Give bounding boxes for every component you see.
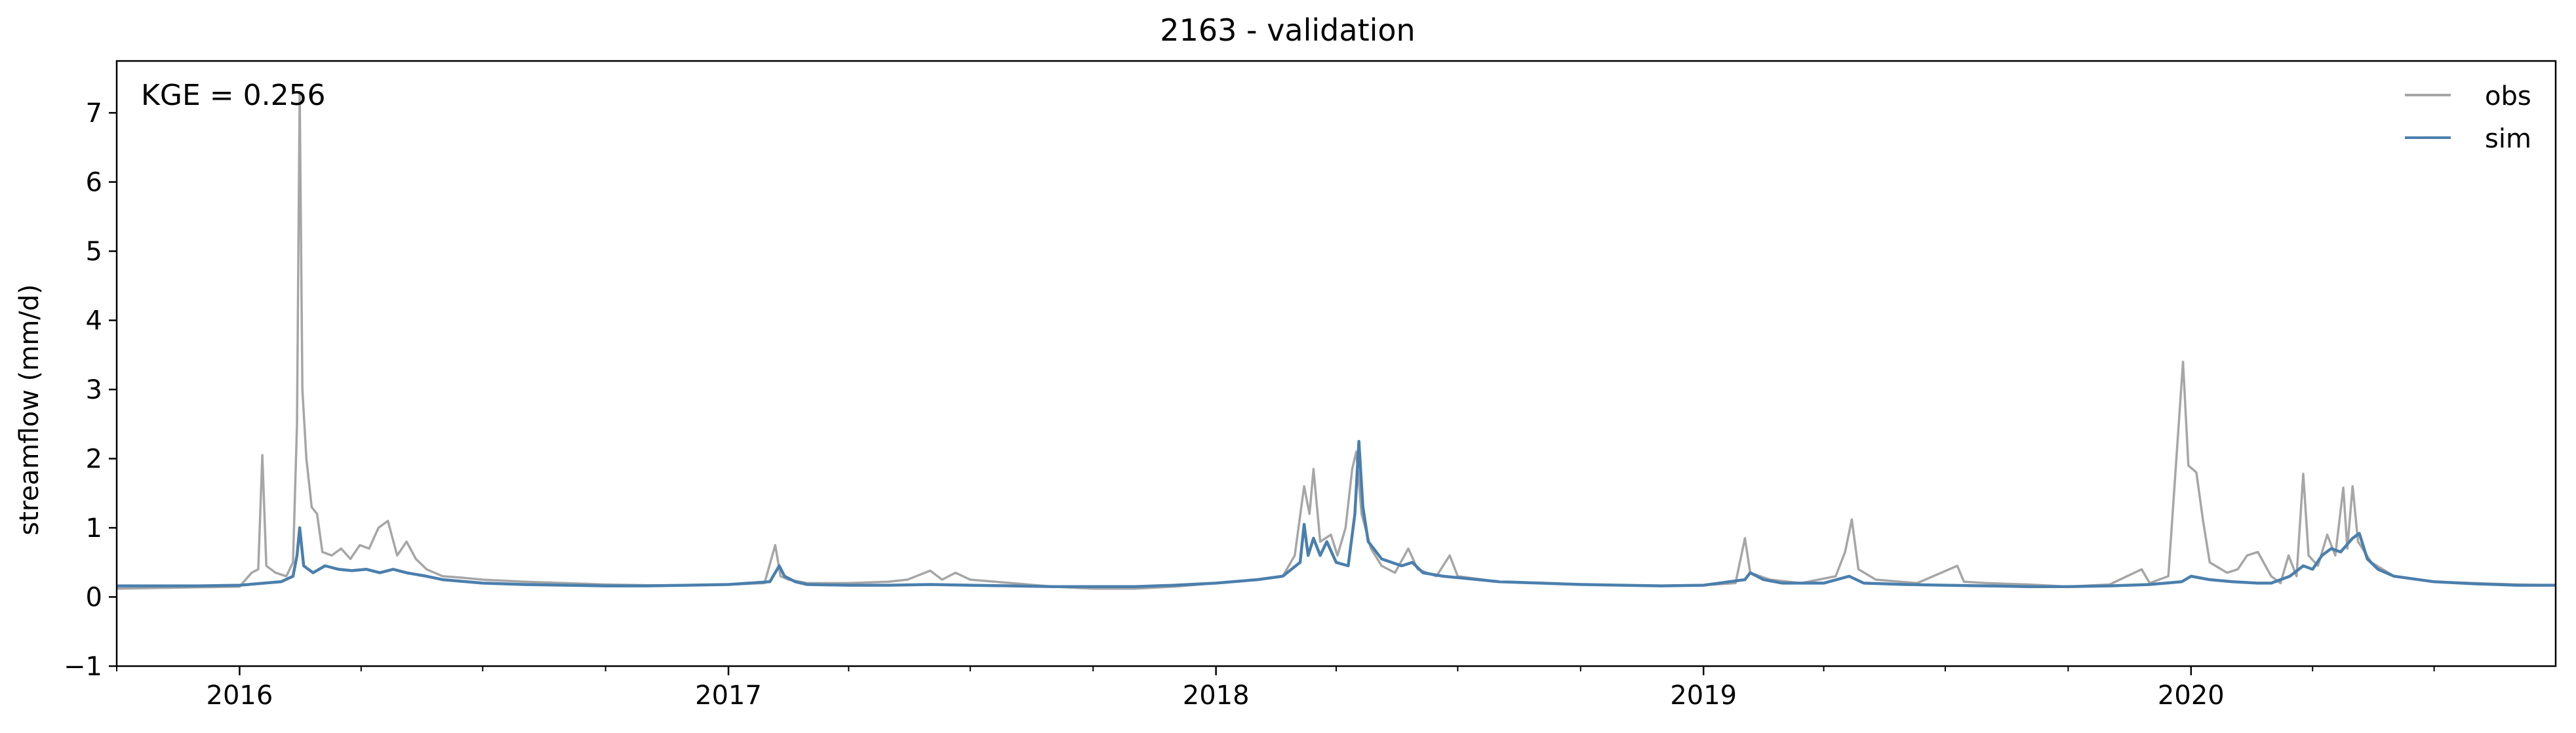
series-line-sim: [117, 439, 2556, 588]
x-axis-ticks: 2016 2017 2018 2019 2020: [116, 666, 2435, 711]
series-line-obs: [117, 90, 2556, 590]
y-axis-label: streamflow (mm/d): [14, 284, 45, 535]
y-tick-label: 1: [86, 513, 102, 544]
y-tick-label: 6: [86, 168, 102, 198]
legend-obs-label: obs: [2485, 81, 2531, 111]
x-tick-label: 2018: [1183, 681, 1250, 711]
legend: obs sim: [2405, 81, 2531, 154]
y-axis-ticks: −1 0 1 2 3 4 5 6 7: [64, 98, 117, 682]
y-tick-label: 0: [86, 583, 102, 613]
kge-annotation: KGE = 0.256: [141, 79, 326, 112]
x-tick-label: 2017: [695, 681, 762, 711]
plot-lines: [117, 90, 2556, 590]
y-tick-label: 4: [86, 306, 102, 336]
y-tick-label: 7: [86, 98, 102, 129]
legend-sim-label: sim: [2485, 124, 2531, 154]
y-tick-label: 3: [86, 375, 102, 405]
x-tick-label: 2020: [2158, 681, 2225, 711]
y-tick-label: −1: [64, 652, 102, 682]
plot-frame: [115, 60, 2557, 667]
x-tick-label: 2016: [207, 681, 273, 711]
y-tick-label: 2: [86, 445, 102, 475]
x-tick-label: 2019: [1670, 681, 1737, 711]
chart-title: 2163 - validation: [1160, 12, 1415, 48]
y-tick-label: 5: [86, 237, 102, 267]
